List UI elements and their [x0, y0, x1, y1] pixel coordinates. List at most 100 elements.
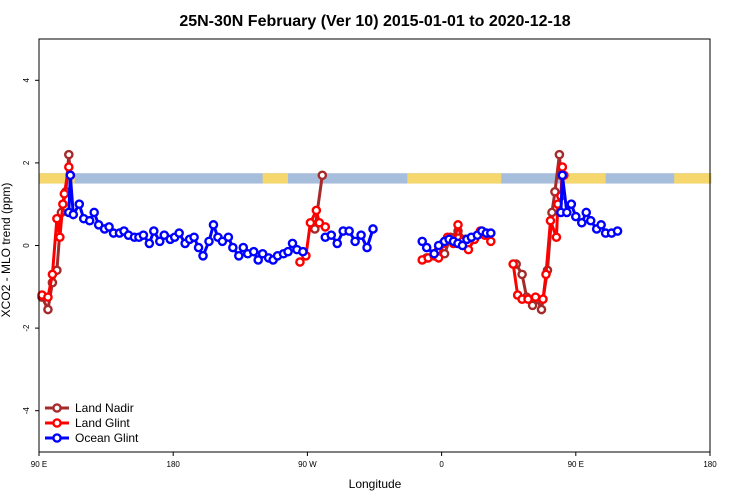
legend-marker: [52, 403, 62, 413]
data-point: [581, 207, 592, 218]
data-point: [517, 269, 527, 280]
data-point: [154, 236, 165, 247]
data-point: [566, 199, 577, 209]
data-point: [527, 300, 538, 311]
data-point: [311, 205, 322, 216]
data-point: [557, 162, 568, 172]
data-point: [144, 238, 155, 249]
data-point: [344, 226, 354, 236]
series-layer: [37, 149, 623, 315]
data-point: [320, 222, 331, 232]
data-point: [310, 224, 320, 234]
axes: 90 E 180 90 W 0 90 E 180 -4 -2 0 2 4: [22, 78, 717, 469]
land-band-segment: [674, 173, 712, 184]
data-point: [547, 207, 557, 218]
data-point: [55, 232, 65, 243]
data-point: [64, 149, 74, 160]
x-tick-label: 180: [167, 460, 181, 469]
y-axis-label: XCO2 - MLO trend (ppm): [0, 183, 13, 318]
data-point: [295, 257, 305, 267]
x-tick-label: 90 E: [568, 460, 584, 469]
data-point: [287, 238, 298, 249]
chart-title: 25N-30N February (Ver 10) 2015-01-01 to …: [179, 13, 570, 30]
data-point: [89, 207, 99, 218]
data-point: [204, 236, 214, 247]
data-point: [585, 215, 596, 226]
data-point: [562, 207, 572, 218]
data-point: [612, 226, 623, 236]
x-tick-label: 180: [703, 460, 717, 469]
data-point: [332, 238, 343, 249]
data-point: [149, 226, 159, 236]
land-band-segment: [407, 173, 502, 184]
data-point: [174, 228, 184, 238]
data-point: [557, 170, 568, 181]
legend-marker: [52, 418, 62, 428]
data-point: [208, 220, 219, 230]
data-point: [486, 228, 496, 238]
y-tick-label: 0: [22, 243, 31, 248]
data-point: [551, 232, 562, 243]
data-point: [350, 236, 360, 247]
data-point: [326, 230, 337, 240]
land-band-segment: [562, 173, 606, 184]
data-point: [538, 294, 548, 304]
data-point: [317, 170, 328, 181]
land-band-segment: [262, 173, 289, 184]
data-point: [43, 304, 53, 315]
data-point: [198, 251, 208, 261]
data-point: [43, 292, 53, 302]
data-point: [545, 215, 556, 226]
data-point: [47, 269, 58, 280]
data-point: [523, 294, 533, 304]
data-point: [84, 215, 95, 226]
data-point: [104, 222, 114, 232]
data-point: [356, 230, 366, 240]
data-point: [453, 220, 463, 230]
y-tick-label: 4: [22, 78, 31, 83]
land-band-segment: [39, 173, 75, 184]
series-ocean-glint: [64, 170, 623, 265]
legend-label: Land Glint: [75, 416, 130, 430]
data-point: [554, 149, 565, 160]
x-axis-label: Longitude: [349, 477, 402, 491]
data-point: [283, 246, 293, 257]
data-point: [248, 246, 259, 257]
data-point: [58, 199, 68, 209]
data-point: [234, 251, 244, 261]
data-point: [530, 292, 541, 302]
data-point: [65, 170, 76, 181]
data-point: [457, 240, 468, 251]
y-tick-label: 2: [22, 160, 31, 165]
legend-label: Land Nadir: [75, 401, 134, 415]
data-point: [189, 232, 199, 243]
data-point: [138, 230, 149, 240]
land-ocean-band: [39, 173, 712, 184]
data-point: [223, 232, 234, 243]
data-point: [362, 242, 372, 253]
x-tick-label: 90 W: [298, 460, 317, 469]
data-point: [228, 242, 238, 253]
data-point: [596, 220, 606, 230]
data-point: [486, 236, 496, 247]
legend-label: Ocean Glint: [75, 431, 139, 445]
data-point: [59, 189, 70, 199]
ocean-band: [39, 173, 710, 184]
plot-frame: [38, 38, 711, 453]
data-point: [576, 217, 587, 228]
data-point: [417, 236, 428, 247]
data-point: [429, 248, 439, 259]
data-point: [508, 259, 518, 269]
data-point: [541, 269, 551, 280]
legend-marker: [52, 433, 62, 443]
data-point: [74, 199, 85, 209]
data-point: [238, 242, 249, 253]
data-point: [536, 304, 547, 315]
y-tick-label: -4: [22, 407, 31, 415]
data-point: [298, 246, 308, 257]
data-point: [52, 213, 62, 224]
data-point: [571, 211, 581, 222]
data-point: [305, 217, 316, 228]
